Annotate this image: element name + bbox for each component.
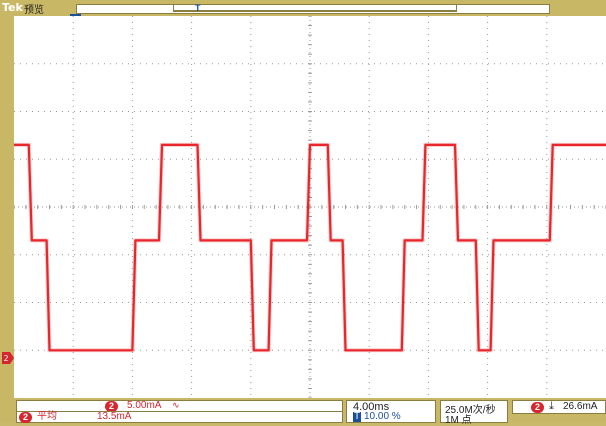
trigger-level: 26.6mA	[563, 401, 598, 412]
waveform-display	[13, 15, 606, 399]
record-view-window[interactable]	[173, 4, 457, 12]
sample-rate: 25.0M次/秒	[445, 405, 496, 416]
waveform-trace	[14, 143, 606, 352]
brand-logo: Tek	[2, 1, 23, 14]
measurement-channel-badge: 2	[19, 412, 33, 423]
measurement-readout[interactable]: 2 平均 13.5mA	[16, 411, 343, 423]
trigger-readout[interactable]: 2 ⤓ 26.6mA	[512, 400, 606, 414]
channel-badge: 2	[105, 401, 119, 412]
waveform-graticule	[13, 15, 606, 399]
channel-ground-marker[interactable]: 2	[2, 352, 14, 364]
acquisition-readout[interactable]: 25.0M次/秒 1M 点	[440, 400, 508, 426]
trigger-channel-badge: 2	[531, 402, 545, 413]
trigger-position-marker[interactable]: T	[195, 3, 201, 13]
svg-text:2: 2	[3, 354, 8, 363]
bandwidth-limit-icon: ∿	[172, 400, 180, 410]
falling-edge-icon: ⤓	[549, 400, 554, 412]
waveform-noise-envelope	[14, 142, 606, 353]
time-per-div: 4.00ms	[353, 401, 390, 413]
timebase-readout[interactable]: 4.00ms T 10.00 %	[346, 400, 436, 423]
trigger-position-value: 10.00 %	[364, 411, 401, 422]
measurement-value: 13.5mA	[97, 411, 132, 422]
channel-scale-value: 5.00mA	[127, 400, 162, 411]
acquisition-mode-label: 预览	[24, 5, 44, 16]
record-length-bar	[76, 4, 550, 14]
trigger-position-icon: T	[353, 411, 362, 422]
readout-bar: 2 5.00mA ∿ 2 平均 13.5mA 4.00ms T 10.00 % …	[0, 398, 606, 426]
status-bar: Tek 预览 T	[0, 0, 606, 16]
record-length: 1M 点	[445, 415, 472, 426]
measurement-label: 平均	[37, 411, 57, 422]
